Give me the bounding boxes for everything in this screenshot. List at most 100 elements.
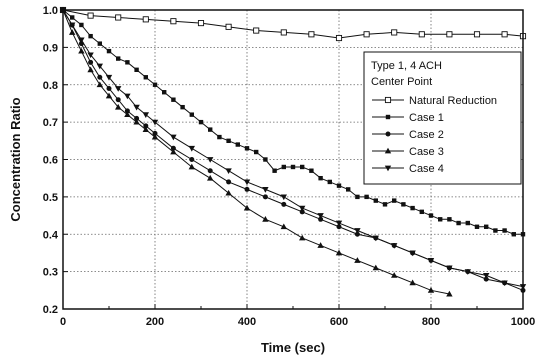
data-point-case-3 bbox=[225, 189, 232, 196]
data-point-case-1 bbox=[484, 224, 489, 229]
data-point-case-4 bbox=[207, 157, 214, 163]
data-point-case-4 bbox=[409, 250, 416, 257]
legend-entry-case-3: Case 3 bbox=[372, 146, 444, 158]
data-point-case-3 bbox=[427, 287, 435, 293]
data-point-case-3 bbox=[317, 242, 324, 248]
data-point-case-1 bbox=[189, 112, 194, 117]
data-point-natural-reduction bbox=[391, 29, 398, 36]
x-tick-label: 200 bbox=[146, 316, 164, 328]
legend-entry-case-2: Case 2 bbox=[372, 129, 444, 141]
data-point-case-1 bbox=[281, 164, 286, 170]
data-point-case-4 bbox=[262, 187, 269, 193]
data-point-case-4 bbox=[354, 228, 361, 234]
data-point-case-4 bbox=[133, 104, 140, 111]
data-point-natural-reduction bbox=[446, 31, 453, 38]
data-point-case-4 bbox=[170, 134, 177, 141]
legend-marker bbox=[385, 114, 391, 120]
data-point-natural-reduction bbox=[418, 31, 425, 38]
data-point-natural-reduction bbox=[225, 23, 232, 30]
data-point-case-3 bbox=[124, 111, 131, 118]
data-point-case-3 bbox=[207, 174, 214, 181]
data-point-case-4 bbox=[124, 93, 131, 100]
data-point-case-1 bbox=[70, 15, 75, 20]
data-point-case-3 bbox=[354, 257, 361, 263]
data-point-case-3 bbox=[151, 133, 159, 140]
data-point-case-1 bbox=[152, 82, 158, 87]
series-line-natural-reduction bbox=[62, 9, 524, 39]
ticks: 0 200 400 600 800 1000 0.2 0.3 0.4 0.5 0.6 0.7 0.8 0.… bbox=[43, 5, 536, 328]
data-point-natural-reduction bbox=[253, 27, 260, 34]
data-point-case-1 bbox=[327, 179, 332, 185]
data-point-case-4 bbox=[105, 74, 113, 81]
data-point-case-1 bbox=[419, 209, 424, 215]
data-point-case-1 bbox=[511, 232, 516, 237]
data-point-case-3 bbox=[299, 234, 306, 241]
data-point-case-2 bbox=[143, 123, 149, 129]
data-point-case-1 bbox=[364, 194, 369, 200]
data-point-case-1 bbox=[125, 60, 130, 65]
data-point-case-2 bbox=[299, 209, 305, 215]
data-point-case-2 bbox=[354, 231, 360, 237]
legend-label: Case 1 bbox=[409, 112, 444, 124]
data-point-case-4 bbox=[464, 269, 471, 275]
data-point-case-4 bbox=[446, 265, 453, 272]
data-point-case-2 bbox=[134, 115, 140, 121]
y-tick-label: 0.4 bbox=[43, 229, 59, 241]
data-point-case-1 bbox=[88, 33, 93, 39]
data-point-case-3 bbox=[188, 163, 195, 170]
data-point-case-4 bbox=[280, 194, 287, 201]
data-point-case-4 bbox=[372, 235, 379, 242]
data-point-natural-reduction bbox=[308, 31, 315, 38]
data-point-case-2 bbox=[244, 186, 250, 192]
data-point-case-2 bbox=[483, 276, 489, 282]
data-point-natural-reduction bbox=[197, 20, 205, 27]
data-point-case-4 bbox=[188, 145, 195, 152]
data-point-case-1 bbox=[180, 104, 185, 110]
data-point-case-3 bbox=[115, 103, 122, 110]
data-point-natural-reduction bbox=[87, 12, 94, 19]
data-point-case-1 bbox=[373, 198, 378, 203]
x-tick-label: 0 bbox=[60, 316, 66, 328]
data-point-case-4 bbox=[69, 22, 76, 29]
data-point-case-1 bbox=[318, 175, 323, 181]
data-point-case-1 bbox=[493, 228, 498, 233]
data-point-case-3 bbox=[409, 279, 416, 286]
y-tick-label: 0.9 bbox=[43, 42, 58, 54]
data-point-case-1 bbox=[309, 168, 314, 173]
data-point-case-2 bbox=[226, 179, 232, 185]
data-point-case-1 bbox=[447, 217, 452, 222]
x-tick-label: 1000 bbox=[511, 316, 535, 328]
y-axis-title: Concentration Ratio bbox=[8, 97, 23, 221]
data-point-case-3 bbox=[142, 126, 149, 132]
data-point-case-2 bbox=[170, 145, 176, 151]
y-tick-label: 0.6 bbox=[43, 155, 58, 167]
data-point-case-1 bbox=[226, 138, 231, 144]
data-point-case-4 bbox=[151, 119, 159, 126]
data-point-case-3 bbox=[372, 264, 379, 271]
data-point-natural-reduction bbox=[170, 18, 177, 25]
data-point-case-4 bbox=[225, 168, 232, 175]
data-point-case-2 bbox=[336, 224, 342, 230]
data-point-natural-reduction bbox=[280, 29, 287, 36]
data-point-case-1 bbox=[401, 202, 406, 207]
data-point-natural-reduction bbox=[335, 34, 343, 42]
data-point-natural-reduction bbox=[501, 31, 508, 38]
data-point-case-1 bbox=[456, 220, 461, 226]
annotation-point: Center Point bbox=[371, 76, 432, 88]
y-tick-label: 0.2 bbox=[43, 304, 58, 316]
data-point-case-3 bbox=[391, 272, 398, 278]
data-point-case-1 bbox=[272, 168, 277, 173]
data-point-case-4 bbox=[427, 258, 435, 264]
data-point-case-1 bbox=[254, 149, 259, 155]
data-point-case-4 bbox=[78, 37, 85, 44]
y-tick-label: 1.0 bbox=[43, 5, 58, 17]
legend-entry-case-4: Case 4 bbox=[372, 163, 444, 175]
data-point-case-4 bbox=[142, 112, 149, 118]
data-point-case-1 bbox=[392, 198, 397, 203]
data-point-case-3 bbox=[446, 290, 453, 297]
data-point-case-1 bbox=[410, 205, 415, 211]
data-point-case-1 bbox=[106, 48, 112, 54]
data-point-case-1 bbox=[502, 228, 507, 233]
data-point-case-3 bbox=[243, 204, 251, 211]
data-point-case-1 bbox=[474, 224, 480, 229]
